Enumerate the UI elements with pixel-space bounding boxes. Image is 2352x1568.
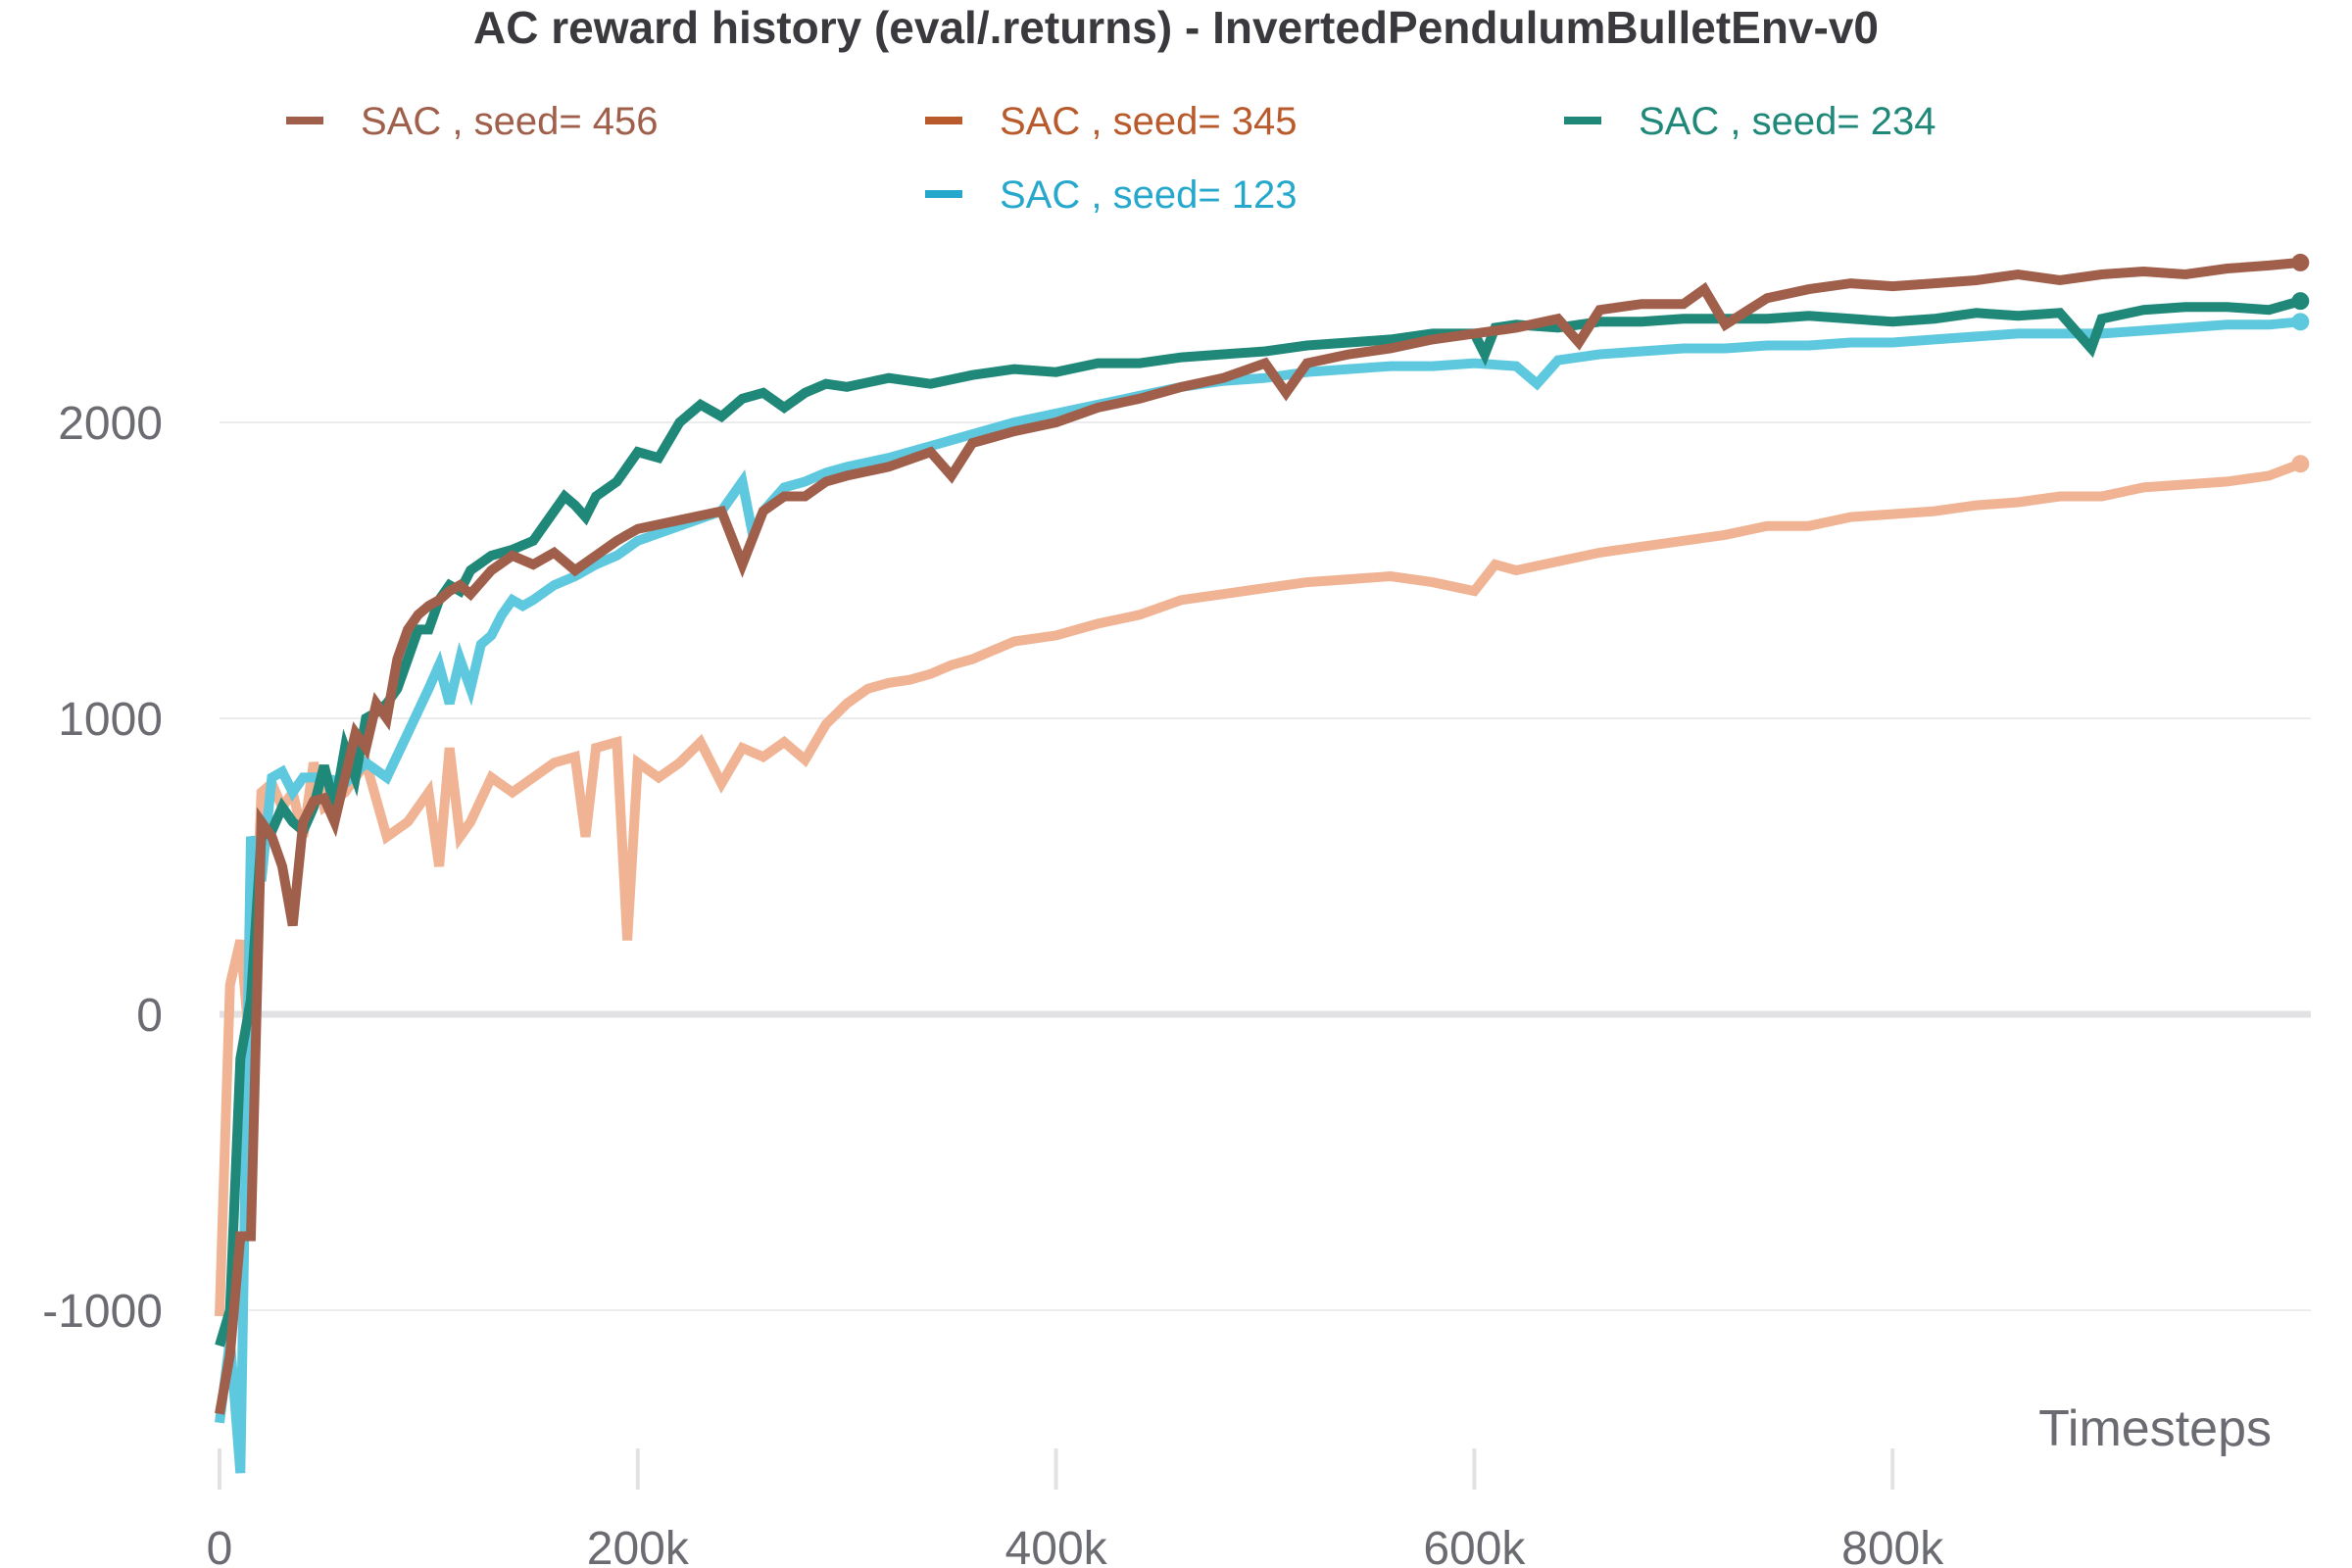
series-endpoint-3[interactable]: [2291, 292, 2310, 311]
legend-label: SAC , seed= 234: [1639, 100, 1936, 143]
x-tick-label: 600k: [1423, 1523, 1526, 1568]
y-tick-label: -1000: [42, 1286, 163, 1338]
legend-label: SAC , seed= 456: [361, 100, 659, 143]
legend: SAC , seed= 456 SAC , seed= 345 SAC , seed…: [286, 100, 1936, 217]
y-tick-labels: -1000 0 1000 2000: [42, 398, 163, 1338]
series-line-2[interactable]: [215, 459, 2303, 1317]
legend-item-4[interactable]: SAC , seed= 123: [925, 173, 1298, 217]
legend-item-3[interactable]: SAC , seed= 234: [1564, 100, 1936, 143]
series-endpoint-4[interactable]: [2291, 313, 2310, 331]
series-endpoint-1[interactable]: [2291, 253, 2310, 271]
legend-label: SAC , seed= 345: [1000, 100, 1298, 143]
legend-swatch: [286, 117, 323, 124]
x-tick-marks: [218, 1448, 1895, 1490]
legend-item-1[interactable]: SAC , seed= 456: [286, 100, 659, 143]
x-axis-label[interactable]: Timesteps: [2038, 1400, 2272, 1457]
series-line-3[interactable]: [215, 296, 2302, 1348]
x-tick-label: 200k: [587, 1523, 690, 1568]
series-line-1[interactable]: [215, 257, 2301, 1415]
chart-title: AC reward history (eval/.returns) - Inve…: [473, 2, 1879, 53]
y-tick-label: 2000: [58, 398, 163, 450]
legend-item-2[interactable]: SAC , seed= 345: [925, 100, 1298, 143]
x-tick-label: 400k: [1005, 1523, 1108, 1568]
series-line-4[interactable]: [215, 317, 2301, 1474]
series-endpoint-2[interactable]: [2291, 455, 2310, 473]
x-tick-label: 0: [207, 1523, 233, 1568]
series-lines: [215, 253, 2310, 1474]
y-tick-label: 1000: [58, 694, 163, 746]
legend-label: SAC , seed= 123: [1000, 173, 1298, 217]
y-tick-label: 0: [136, 990, 163, 1042]
legend-swatch: [1564, 117, 1601, 124]
legend-swatch: [925, 190, 962, 198]
legend-swatch: [925, 117, 962, 124]
x-tick-labels: 0 200k 400k 600k 800k: [207, 1523, 1945, 1568]
x-tick-label: 800k: [1841, 1523, 1944, 1568]
y-gridlines: [220, 421, 2311, 1311]
